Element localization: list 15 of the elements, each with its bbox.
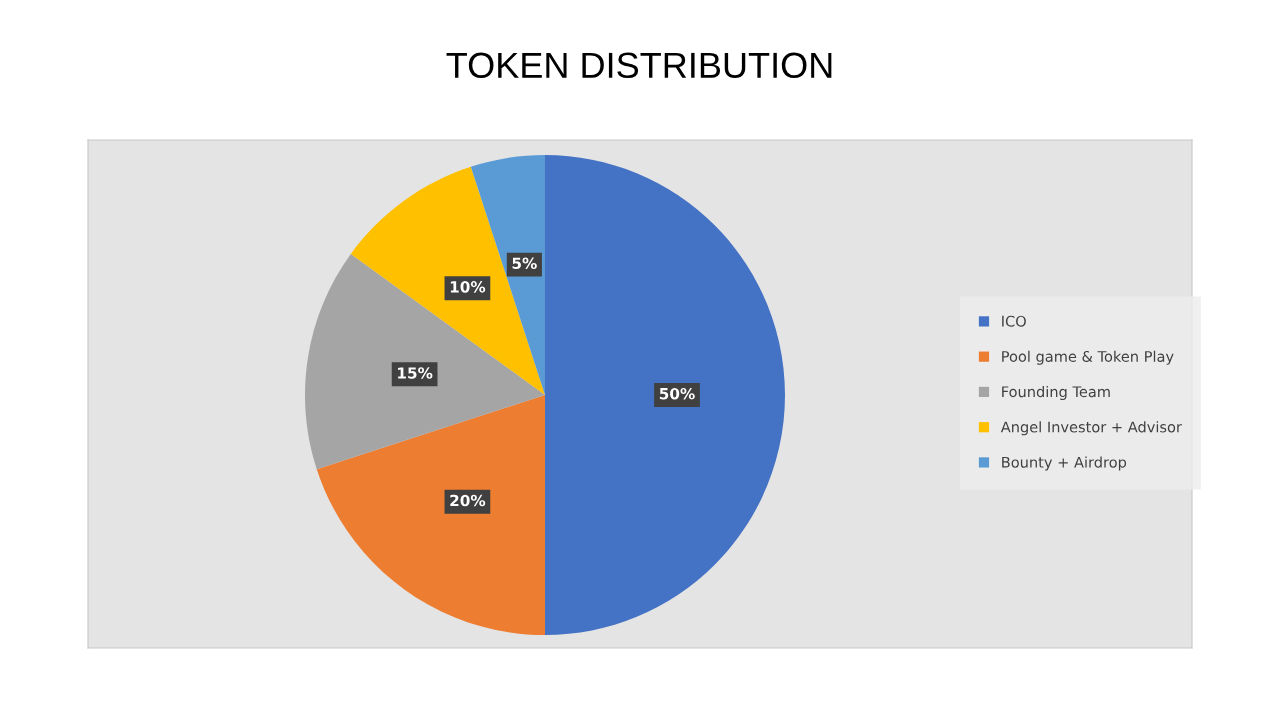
pie-slice — [305, 253, 545, 470]
legend-label: Founding Team — [1002, 385, 1110, 401]
chart-title: TOKEN DISTRIBUTION — [446, 52, 832, 79]
pie-slice — [545, 155, 785, 635]
pie-slice — [316, 395, 545, 635]
legend-label: Pool game & Token Play — [1002, 350, 1174, 365]
legend-label: Bounty + Airdrop — [1002, 456, 1127, 471]
legend-label: ICO — [1002, 315, 1026, 327]
data-label: 10% — [450, 281, 486, 293]
legend-label: Angel Investor + Advisor — [1000, 421, 1182, 436]
data-label: 50% — [659, 387, 695, 400]
pie-slice — [350, 166, 545, 395]
data-label: 5% — [512, 257, 537, 270]
data-label: 15% — [398, 367, 433, 379]
data-label: 20% — [450, 494, 486, 507]
